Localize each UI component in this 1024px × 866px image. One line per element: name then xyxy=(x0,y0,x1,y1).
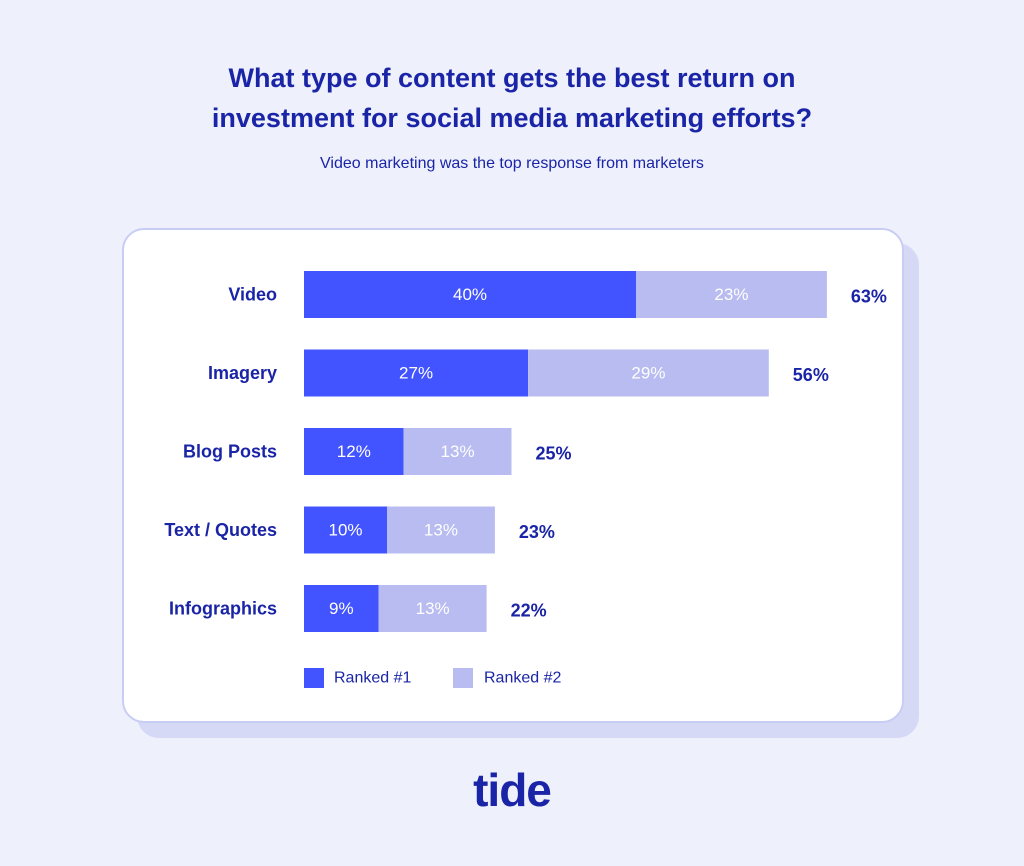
total-label: 63% xyxy=(851,287,887,307)
bar-ranked-2 xyxy=(636,271,827,318)
bar-ranked-2 xyxy=(378,585,487,632)
data-label-ranked-1: 40% xyxy=(453,285,487,304)
bar-ranked-1 xyxy=(304,428,404,475)
category-label: Infographics xyxy=(169,599,277,619)
chart-title-line1: What type of content gets the best retur… xyxy=(228,63,796,93)
category-label: Video xyxy=(228,285,277,305)
data-label-ranked-1: 27% xyxy=(399,364,433,383)
category-label: Blog Posts xyxy=(183,442,277,462)
data-label-ranked-1: 10% xyxy=(328,521,362,540)
bar-ranked-2 xyxy=(403,428,512,475)
total-label: 22% xyxy=(511,601,547,621)
data-label-ranked-2: 13% xyxy=(424,521,458,540)
chart-title-line2: investment for social media marketing ef… xyxy=(211,103,813,133)
bar-ranked-1 xyxy=(304,506,387,554)
bar-ranked-1 xyxy=(304,585,379,632)
data-label-ranked-2: 13% xyxy=(441,442,475,461)
data-label-ranked-2: 13% xyxy=(416,599,450,618)
data-label-ranked-2: 29% xyxy=(631,364,665,383)
total-label: 25% xyxy=(536,444,572,464)
legend-label-ranked-1: Ranked #1 xyxy=(334,670,411,687)
chart-title: What type of content gets the best retur… xyxy=(0,58,1024,138)
data-label-ranked-1: 9% xyxy=(329,599,354,618)
total-label: 23% xyxy=(519,522,555,542)
bar-ranked-1 xyxy=(304,271,636,318)
bar-ranked-1 xyxy=(304,349,529,397)
chart-subtitle: Video marketing was the top response fro… xyxy=(320,155,704,172)
data-label-ranked-2: 23% xyxy=(714,285,748,304)
category-label: Imagery xyxy=(208,363,277,383)
tide-logo: tide xyxy=(473,764,552,816)
legend-label-ranked-2: Ranked #2 xyxy=(484,670,561,687)
data-label-ranked-1: 12% xyxy=(337,442,371,461)
category-label: Text / Quotes xyxy=(164,520,277,540)
total-label: 56% xyxy=(793,365,829,385)
bar-ranked-2 xyxy=(528,349,769,397)
legend-swatch-ranked-1 xyxy=(304,668,324,688)
bar-ranked-2 xyxy=(387,506,495,554)
legend-swatch-ranked-2 xyxy=(453,668,473,688)
